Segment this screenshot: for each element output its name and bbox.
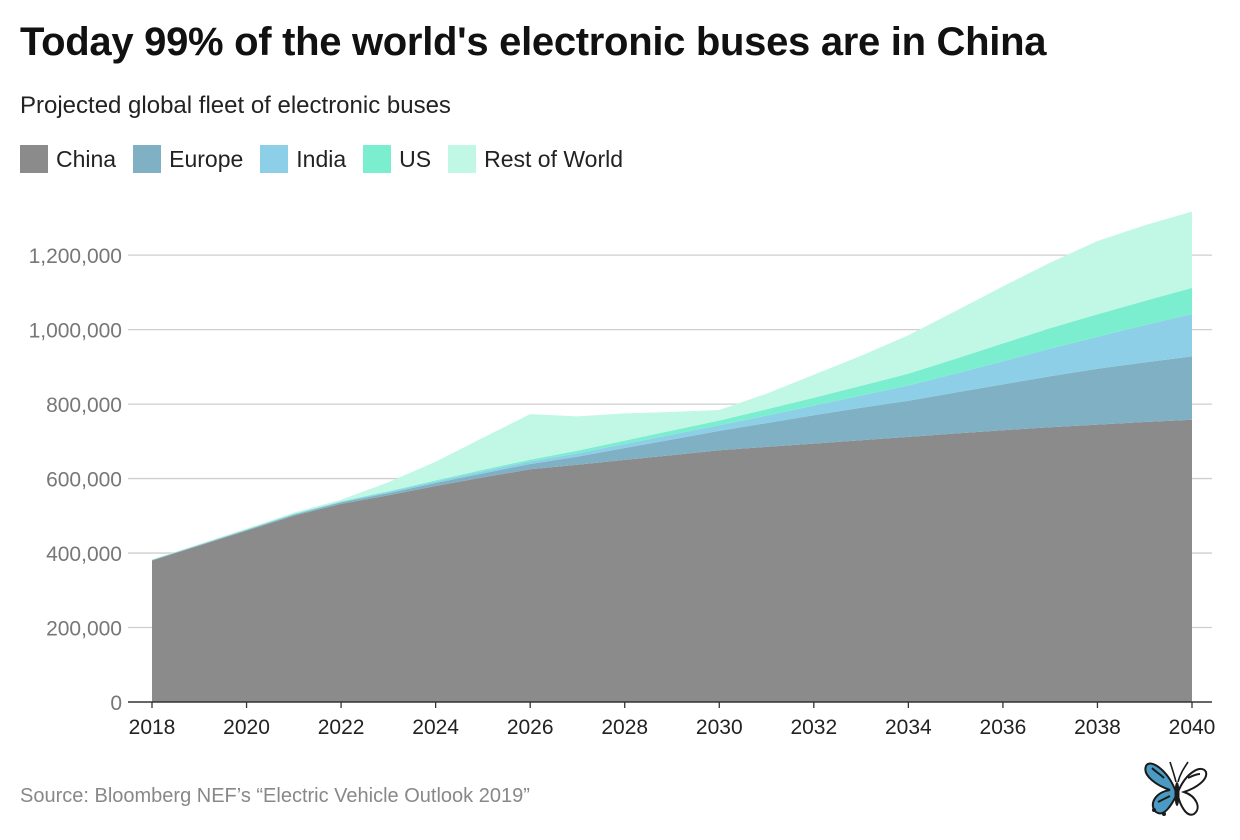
x-tick-label: 2034	[885, 716, 932, 739]
x-tick-label: 2026	[507, 716, 554, 739]
legend-label-rest-of-world: Rest of World	[484, 145, 624, 172]
y-tick-label: 1,200,000	[29, 245, 122, 268]
x-tick-label: 2040	[1169, 716, 1216, 739]
y-tick-label: 200,000	[46, 618, 122, 641]
legend-swatch-india	[260, 145, 289, 173]
x-tick-label: 2030	[696, 716, 743, 739]
legend-swatch-us	[363, 145, 392, 173]
legend-label-europe: Europe	[169, 145, 244, 172]
butterfly-icon	[1144, 761, 1208, 816]
area-series-rest-of-world	[152, 211, 1192, 560]
x-tick-label: 2018	[129, 716, 176, 739]
legend-label-india: India	[296, 145, 347, 172]
y-tick-label: 1,000,000	[29, 320, 122, 343]
legend-swatch-china	[20, 145, 48, 173]
y-tick-label: 800,000	[46, 394, 122, 417]
legend-item-india[interactable]: India	[260, 145, 346, 173]
x-tick-label: 2032	[790, 716, 837, 739]
axes: 0 200,000 400,000 600,000 800,000 1,000,000 1,…	[29, 245, 1216, 739]
x-tick-label: 2028	[601, 716, 648, 739]
chart-legend: China Europe India US Rest of World	[20, 145, 640, 173]
y-tick-label: 0	[110, 692, 122, 715]
legend-item-europe[interactable]: Europe	[133, 145, 243, 173]
source-note: Source: Bloomberg NEF’s “Electric Vehicl…	[20, 785, 530, 807]
y-tick-label: 600,000	[46, 469, 122, 492]
area-series-europe	[152, 356, 1192, 561]
x-tick-label: 2020	[223, 716, 270, 739]
legend-item-us[interactable]: US	[363, 145, 431, 173]
legend-swatch-rest-of-world	[448, 145, 477, 173]
area-series-india	[152, 314, 1192, 561]
legend-swatch-europe	[133, 145, 162, 173]
x-tick-label: 2038	[1074, 716, 1121, 739]
chart-title: Today 99% of the world's electronic buse…	[20, 20, 1047, 64]
y-tick-label: 400,000	[46, 543, 122, 566]
legend-item-china[interactable]: China	[20, 145, 116, 173]
area-series-group	[152, 211, 1192, 702]
x-tick-label: 2022	[318, 716, 365, 739]
chart-subtitle: Projected global fleet of electronic bus…	[20, 92, 451, 119]
legend-label-us: US	[399, 145, 432, 172]
area-series-china	[152, 419, 1192, 702]
x-tick-label: 2036	[980, 716, 1027, 739]
x-tick-label: 2024	[412, 716, 459, 739]
legend-item-rest-of-world[interactable]: Rest of World	[448, 145, 623, 173]
legend-label-china: China	[56, 145, 117, 172]
